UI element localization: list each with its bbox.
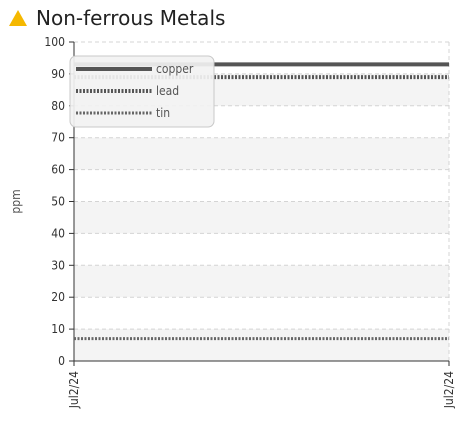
y-tick-label: 20 bbox=[51, 290, 65, 304]
plot-band bbox=[74, 265, 449, 298]
chart-header: Non-ferrous Metals bbox=[8, 4, 225, 32]
plot-band bbox=[74, 329, 449, 361]
legend-label-lead: lead bbox=[156, 84, 179, 98]
y-tick-label: 50 bbox=[51, 195, 65, 209]
y-tick-label: 100 bbox=[44, 35, 65, 49]
y-tick-label: 10 bbox=[51, 322, 65, 336]
y-tick-label: 60 bbox=[51, 163, 65, 177]
y-tick-label: 70 bbox=[51, 131, 65, 145]
y-tick-label: 90 bbox=[51, 67, 65, 81]
y-tick-label: 80 bbox=[51, 99, 65, 113]
legend-label-tin: tin bbox=[156, 106, 170, 120]
chart-title: Non-ferrous Metals bbox=[36, 6, 226, 30]
plot-band bbox=[74, 137, 449, 170]
y-tick-label: 0 bbox=[58, 354, 65, 368]
x-tick-label: Jul2/24 bbox=[442, 371, 455, 409]
x-tick-label: Jul2/24 bbox=[67, 371, 81, 409]
y-tick-label: 30 bbox=[51, 258, 65, 272]
y-tick-label: 40 bbox=[51, 226, 65, 240]
legend-box bbox=[69, 55, 215, 128]
plot-band bbox=[74, 201, 449, 234]
legend-label-copper: copper bbox=[156, 62, 194, 76]
y-axis-label: ppm bbox=[9, 189, 23, 213]
warning-triangle-icon bbox=[9, 10, 27, 26]
